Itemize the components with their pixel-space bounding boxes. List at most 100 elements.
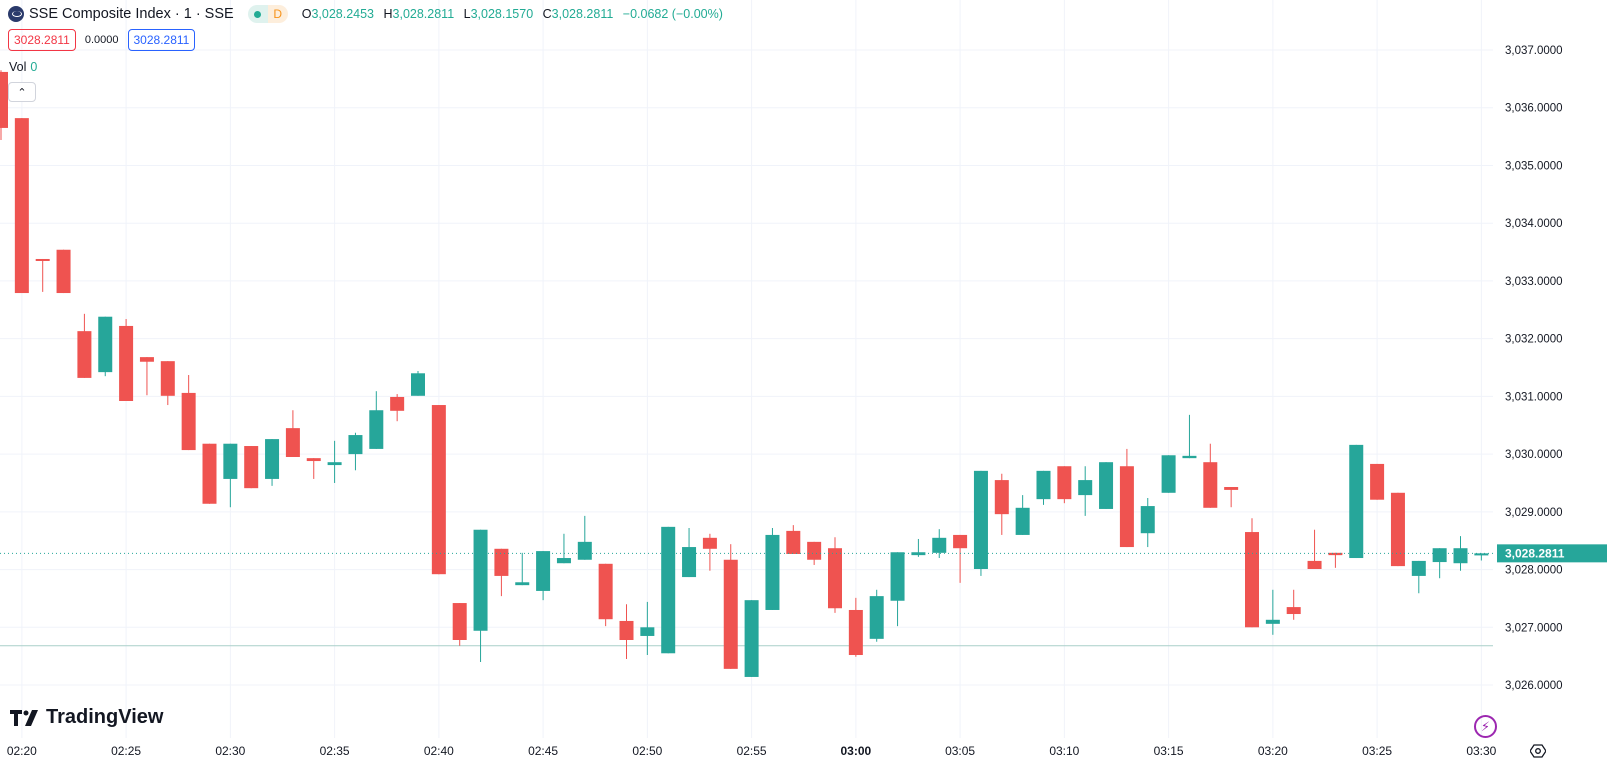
candle-down: [598, 563, 613, 620]
data-badge: D: [267, 5, 288, 23]
candle-down: [848, 609, 863, 656]
spread-value: 0.0000: [84, 34, 119, 46]
change-value: −0.0682 (−0.00%): [622, 7, 723, 21]
candle-up: [265, 439, 280, 479]
candle-up: [515, 582, 530, 586]
last-price-badge: [1497, 544, 1607, 563]
x-tick-label: 03:15: [1154, 744, 1184, 758]
brand-name: TradingView: [46, 706, 164, 728]
candle-down: [494, 548, 509, 576]
candle-down: [1328, 552, 1343, 556]
candle-down: [306, 458, 321, 462]
volume-legend: Vol 0: [9, 60, 37, 74]
candle-up: [1099, 462, 1114, 509]
y-tick-label: 3,033.0000: [1505, 276, 1563, 288]
candle-down: [181, 392, 196, 451]
buy-button[interactable]: 3028.2811: [127, 29, 196, 51]
x-tick-label: 02:30: [215, 744, 245, 758]
volume-label: Vol: [9, 60, 27, 74]
sell-button[interactable]: 3028.2811: [8, 29, 76, 51]
x-tick-label: 03:05: [945, 744, 975, 758]
tradingview-logo[interactable]: TradingView: [10, 706, 163, 729]
volume-value: 0: [30, 60, 38, 74]
candle-down: [202, 443, 217, 504]
lightning-icon[interactable]: ⚡︎: [1474, 715, 1497, 738]
y-tick-label: 3,036.0000: [1505, 103, 1563, 115]
candle-down: [1245, 532, 1259, 628]
x-tick-label: 02:45: [528, 744, 558, 758]
candle-up: [556, 558, 571, 564]
candle-down: [390, 396, 405, 411]
candle-down: [35, 258, 50, 261]
symbol-logo-icon: [8, 6, 24, 22]
settings-icon[interactable]: [1530, 743, 1546, 759]
y-tick-label: 3,029.0000: [1505, 507, 1563, 519]
high-value: 3,028.2811: [392, 7, 455, 21]
candle-down: [77, 331, 92, 378]
collapse-legend-button[interactable]: ⌃: [8, 82, 36, 102]
y-tick-label: 3,028.0000: [1505, 565, 1563, 577]
last-price-label: 3,028.2811: [1505, 546, 1565, 560]
candle-up: [765, 534, 780, 610]
x-tick-label: 02:20: [7, 744, 37, 758]
candle-down: [119, 325, 134, 401]
candle-up: [911, 552, 926, 556]
candle-down: [786, 530, 801, 554]
candle-up: [98, 316, 113, 373]
candle-down: [953, 534, 968, 549]
y-tick-label: 3,031.0000: [1505, 391, 1563, 403]
x-tick-label: 03:20: [1258, 744, 1288, 758]
x-tick-label: 02:40: [424, 744, 454, 758]
y-tick-label: 3,032.0000: [1505, 334, 1563, 346]
ohlc-values: O3,028.2453 H3,028.2811 L3,028.1570 C3,0…: [302, 7, 729, 21]
low-key: L: [463, 7, 471, 21]
candle-down: [14, 118, 29, 294]
x-tick-label: 02:35: [320, 744, 350, 758]
chevron-up-icon: ⌃: [17, 87, 27, 99]
tradingview-logo-icon: [10, 709, 38, 726]
low-value: 3,028.1570: [470, 7, 534, 21]
candle-down: [452, 603, 467, 641]
x-tick-label: 03:10: [1049, 744, 1079, 758]
candle-down: [619, 620, 634, 641]
x-tick-label: 03:30: [1466, 744, 1496, 758]
candle-down: [1307, 560, 1322, 569]
candle-down: [828, 548, 842, 609]
y-tick-label: 3,037.0000: [1505, 45, 1563, 57]
candle-up: [536, 551, 551, 591]
candle-down: [994, 480, 1009, 515]
open-key: O: [301, 7, 312, 21]
candle-up: [1161, 455, 1176, 493]
candle-up: [473, 529, 488, 631]
candle-down: [431, 405, 446, 575]
candle-down: [1286, 607, 1301, 615]
candle-up: [327, 462, 342, 466]
candle-down: [702, 537, 717, 549]
y-tick-label: 3,034.0000: [1505, 218, 1563, 230]
candle-up: [369, 410, 384, 449]
candle-up: [223, 443, 238, 479]
y-tick-label: 3,027.0000: [1505, 622, 1563, 634]
market-status-badge[interactable]: D: [247, 5, 288, 23]
candle-up: [1349, 444, 1364, 559]
candle-up: [411, 373, 425, 396]
candle-up: [661, 526, 676, 654]
candle-up: [1265, 619, 1280, 624]
open-value: 3,028.2453: [311, 7, 374, 21]
candle-up: [682, 547, 697, 578]
candle-down: [1119, 466, 1134, 548]
market-open-icon: [247, 5, 268, 23]
candle-down: [0, 71, 8, 128]
candle-up: [869, 596, 884, 639]
symbol-title[interactable]: SSE Composite Index · 1 · SSE: [29, 6, 234, 22]
high-key: H: [383, 7, 393, 21]
candle-down: [1057, 466, 1072, 500]
x-tick-label: 03:00: [840, 744, 871, 758]
candle-up: [1432, 548, 1447, 563]
candle-up: [1474, 553, 1489, 556]
candle-down: [244, 446, 259, 489]
candle-up: [890, 552, 905, 601]
x-tick-label: 02:25: [111, 744, 141, 758]
legend-header: SSE Composite Index · 1 · SSE D O3,028.2…: [8, 5, 729, 23]
